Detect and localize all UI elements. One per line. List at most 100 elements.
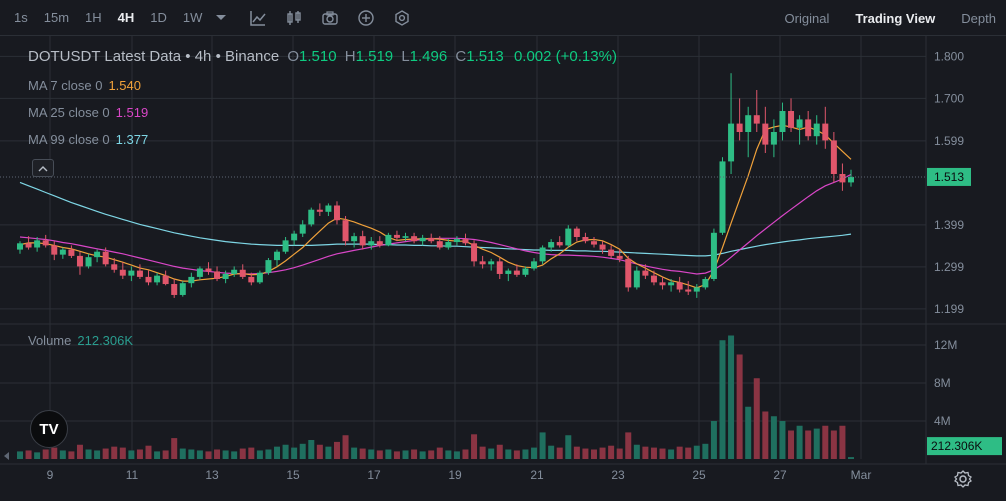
volume-bar — [453, 451, 460, 459]
gear-hex-icon[interactable] — [384, 0, 420, 36]
candle-body — [685, 289, 692, 292]
candle-type-icon[interactable] — [276, 0, 312, 36]
volume-bar — [94, 450, 101, 459]
interval-4h[interactable]: 4H — [117, 10, 135, 25]
ma7-legend: MA 7 close 0 1.540 — [28, 78, 141, 93]
volume-bar — [633, 444, 640, 459]
volume-bar — [822, 425, 829, 459]
interval-1w[interactable]: 1W — [182, 10, 203, 25]
volume-bar — [351, 447, 358, 459]
candle-body — [34, 240, 41, 248]
candle-body — [111, 264, 118, 270]
indicator-icon[interactable] — [240, 0, 276, 36]
volume-bar — [573, 446, 580, 459]
tradingview-logo[interactable]: TV — [30, 410, 68, 448]
date-tick-label: 11 — [126, 468, 139, 482]
volume-bar — [119, 447, 126, 459]
volume-bar — [68, 451, 75, 459]
more-intervals-chevron-down-icon[interactable] — [216, 15, 227, 20]
chart-settings-gear-icon[interactable] — [953, 469, 973, 489]
candle-body — [642, 270, 649, 276]
candle-body — [291, 233, 298, 241]
volume-bar — [188, 449, 195, 459]
volume-bar — [830, 430, 837, 459]
interval-1h[interactable]: 1H — [85, 10, 102, 25]
volume-bar — [393, 451, 400, 459]
camera-icon[interactable] — [312, 0, 348, 36]
volume-bar — [471, 434, 478, 459]
volume-bar — [736, 354, 743, 459]
date-tick-label: Mar — [851, 468, 872, 482]
candle-body — [796, 119, 803, 128]
volume-bar — [496, 444, 503, 459]
candle-body — [188, 276, 195, 284]
candle-body — [479, 261, 486, 265]
volume-bar — [513, 450, 520, 459]
candle-body — [822, 123, 829, 141]
candle-body — [728, 123, 735, 162]
candle-body — [351, 236, 358, 242]
volume-bar — [788, 430, 795, 459]
candle-body — [76, 255, 83, 267]
candle-body — [590, 241, 597, 245]
volume-bar — [710, 421, 717, 459]
candle-body — [222, 273, 229, 279]
volume-bar — [17, 451, 23, 459]
interval-1d[interactable]: 1D — [150, 10, 167, 25]
volume-bar — [171, 438, 178, 459]
candle-body — [462, 239, 469, 244]
candle-body — [136, 270, 143, 277]
volume-bar — [342, 435, 349, 459]
date-tick-label: 17 — [367, 468, 381, 482]
high-label: H — [344, 48, 356, 65]
volume-bar — [51, 447, 58, 459]
volume-bar — [796, 425, 803, 459]
candle-body — [633, 270, 640, 288]
candle-body — [770, 132, 777, 145]
volume-bar — [642, 446, 649, 459]
exchange-name: Binance — [224, 48, 280, 65]
volume-legend: Volume 212.306K — [28, 333, 133, 348]
collapse-legend-button[interactable] — [32, 159, 54, 177]
candle-body — [231, 269, 238, 274]
interval-1s[interactable]: 1s — [14, 10, 28, 25]
last-price-tag — [927, 167, 971, 186]
candle-body — [539, 247, 546, 262]
ohlc-row: DOTUSDT Latest Data • 4h • Binance O1.51… — [28, 48, 617, 65]
ma25-legend: MA 25 close 0 1.519 — [28, 105, 148, 120]
view-trading-view[interactable]: Trading View — [855, 10, 936, 26]
candle-body — [42, 240, 49, 246]
candle-body — [171, 284, 178, 295]
interval-15m[interactable]: 15m — [43, 10, 70, 25]
candle-body — [145, 276, 152, 283]
volume-bar — [608, 445, 615, 459]
volume-bar — [239, 448, 246, 459]
candle-body — [445, 242, 452, 248]
candle-body — [299, 224, 306, 234]
view-depth[interactable]: Depth — [961, 10, 996, 26]
volume-bar — [779, 421, 786, 459]
candle-body — [325, 205, 332, 212]
scroll-left-icon[interactable] — [4, 452, 9, 460]
candle-body — [522, 268, 529, 275]
candle-body — [556, 242, 563, 246]
volume-bar — [59, 450, 66, 459]
candle-body — [419, 237, 426, 242]
candle-body — [719, 161, 726, 233]
volume-bar — [231, 451, 238, 459]
volume-bar — [42, 449, 49, 459]
candle-body — [368, 241, 375, 246]
date-tick-label: 19 — [448, 468, 462, 482]
candle-body — [248, 276, 255, 283]
plus-circle-icon[interactable] — [348, 0, 384, 36]
low-label: L — [401, 48, 410, 65]
legend-interval: 4h — [194, 48, 212, 65]
ma25-value: 1.519 — [115, 105, 149, 120]
candle-body — [616, 255, 623, 259]
price-chart[interactable]: 1.800 1.700 1.599 1.399 1.299 1.199 1.513 12M 8M… — [0, 36, 1006, 501]
candle-body — [736, 123, 743, 132]
chevron-up-icon — [38, 165, 48, 171]
volume-tick-label: 4M — [934, 414, 951, 428]
view-original[interactable]: Original — [784, 10, 830, 26]
price-tick-label: 1.299 — [934, 260, 964, 274]
